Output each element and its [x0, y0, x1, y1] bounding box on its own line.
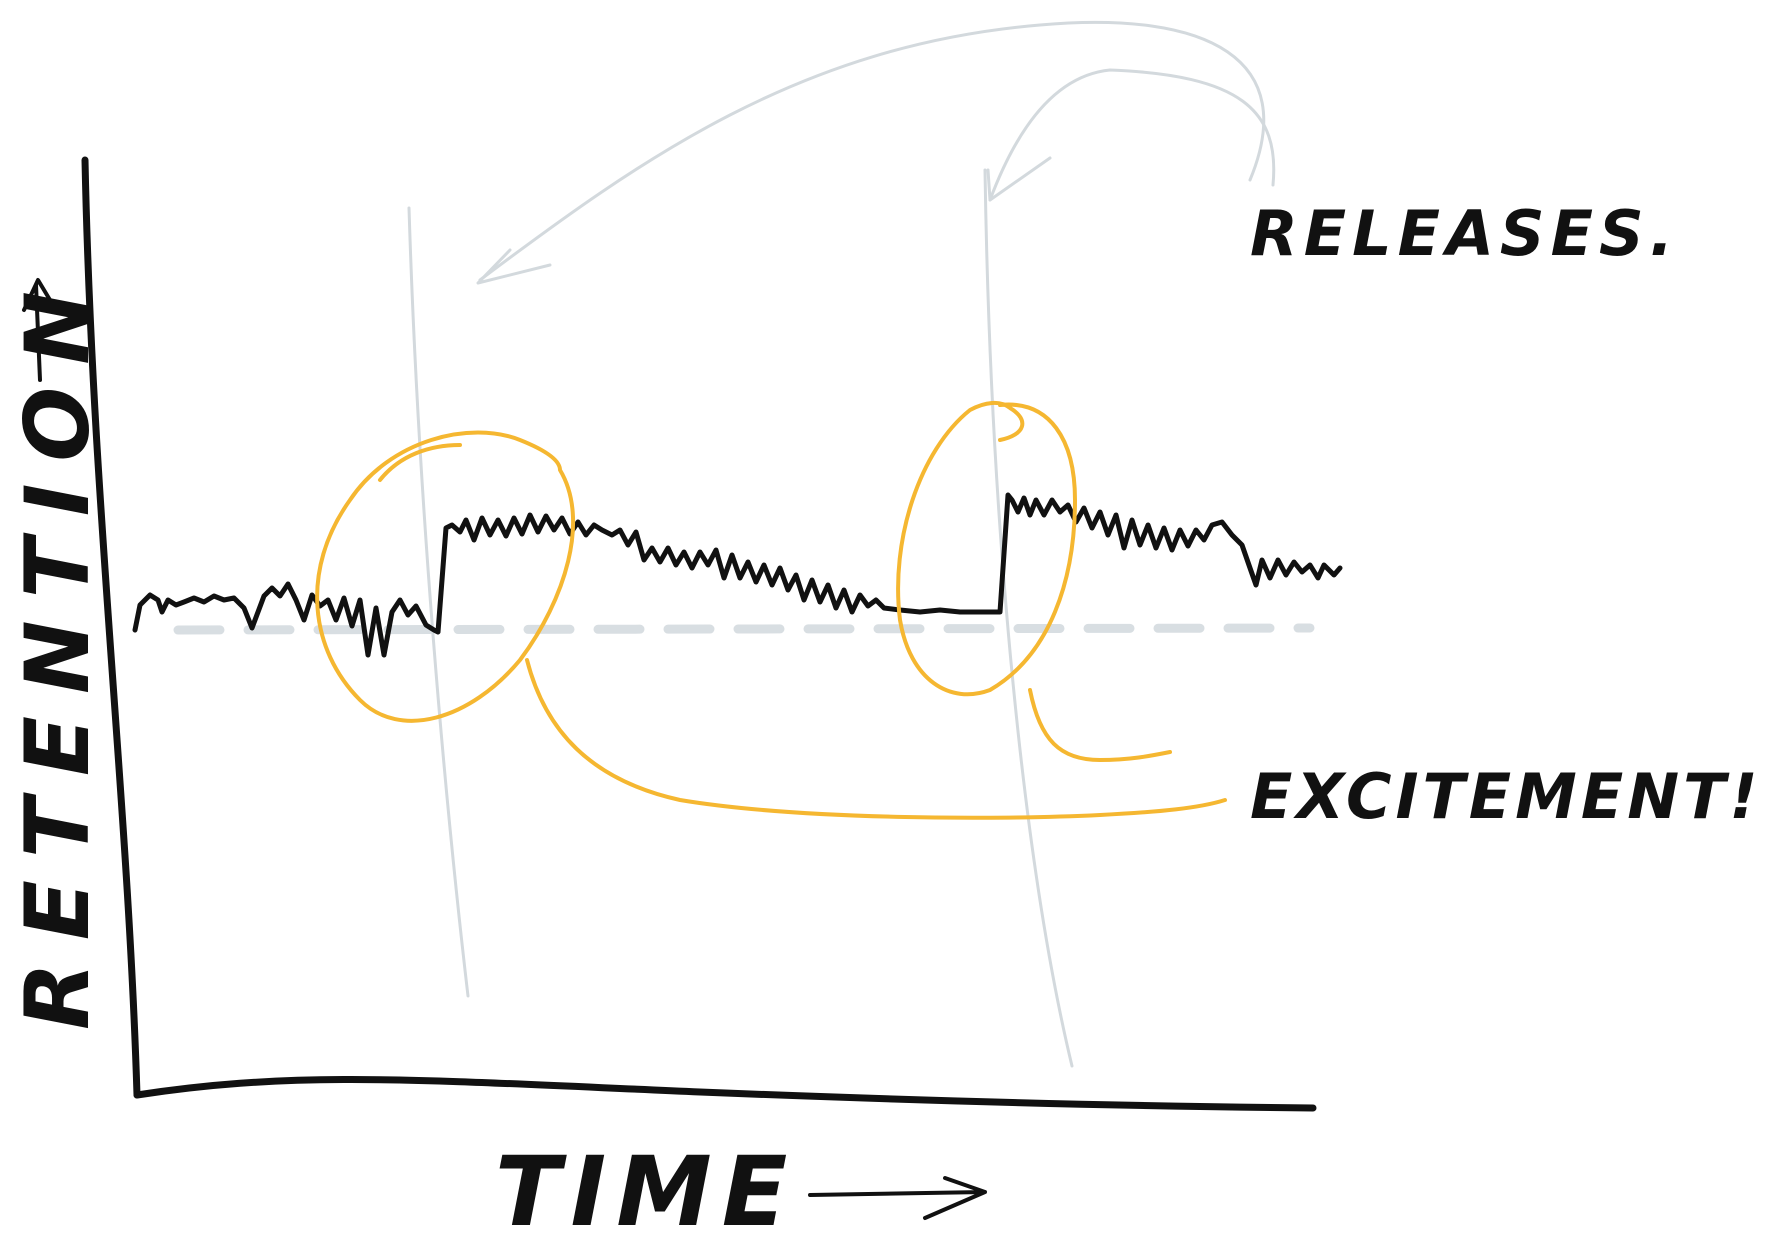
- x-axis-line: [133, 1076, 1317, 1112]
- excitement-connector-2: [1028, 688, 1172, 762]
- y-axis-line: [81, 156, 141, 1099]
- release-arrow-2-head: [986, 156, 1052, 202]
- x-axis-label: TIME: [495, 1136, 797, 1248]
- arrow-right-icon: [808, 1176, 987, 1220]
- excitement-circle-2: [896, 401, 1077, 697]
- releases-label: RELEASES.: [1250, 197, 1679, 270]
- retention-line: [132, 492, 1343, 658]
- arrow-up-icon: [22, 278, 52, 382]
- release-arrow-1: [478, 20, 1266, 282]
- release-line-1: [407, 206, 470, 998]
- release-arrow-1-head: [476, 248, 552, 285]
- release-line-2: [983, 168, 1074, 1068]
- excitement-circle-1: [315, 430, 575, 723]
- y-axis-label: RETENTION: [6, 269, 109, 1030]
- release-arrow-2: [988, 68, 1276, 202]
- baseline-dashed-line: [173, 623, 1315, 635]
- excitement-label: EXCITEMENT!: [1250, 760, 1762, 833]
- excitement-connector-1: [525, 658, 1227, 820]
